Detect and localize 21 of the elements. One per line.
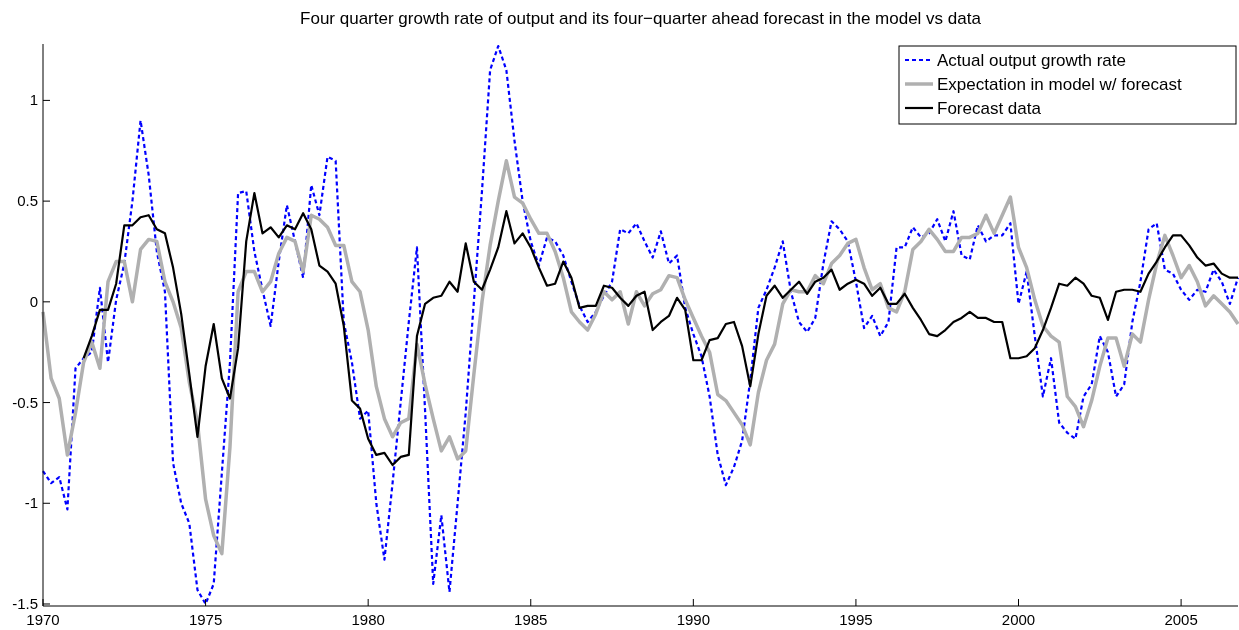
line-series — [82, 191, 1239, 467]
y-tick-label: 0 — [29, 292, 38, 310]
x-tick-label: 2005 — [1164, 611, 1198, 628]
x-tick-label: 1990 — [676, 611, 711, 628]
legend-label: Actual output growth rate — [937, 51, 1127, 70]
x-tick-label: 1985 — [514, 611, 548, 628]
line-series — [41, 44, 1239, 606]
x-tick-label: 1975 — [188, 611, 223, 628]
x-tick-label: 1995 — [839, 611, 873, 628]
y-tick-label: -1.5 — [12, 594, 38, 612]
x-tick-label: 1970 — [26, 611, 60, 628]
legend-label: Expectation in model w/ forecast — [937, 75, 1183, 94]
x-tick-label: 1980 — [351, 611, 385, 628]
y-tick-label: -0.5 — [12, 393, 38, 411]
y-tick-label: -1 — [24, 494, 38, 512]
chart-title: Four quarter growth rate of output and its four−quarter ahead forecast in the model vs data — [300, 9, 982, 28]
y-tick-label: 1 — [29, 91, 38, 109]
legend-label: Forecast data — [937, 99, 1042, 118]
x-tick-label: 2000 — [1001, 611, 1036, 628]
line-series — [41, 159, 1239, 556]
y-tick-label: 0.5 — [17, 192, 38, 210]
